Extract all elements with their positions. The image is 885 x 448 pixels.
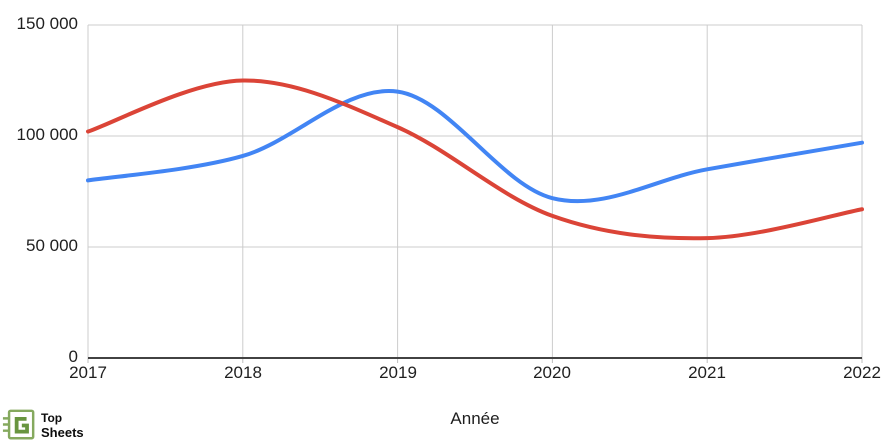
x-axis-tick-label: 2020 bbox=[533, 363, 571, 382]
brand-line-top: Top bbox=[41, 410, 63, 425]
series-blue-line bbox=[86, 89, 864, 204]
x-axis-tick-label: 2017 bbox=[69, 363, 107, 382]
brand-logo[interactable]: Top Sheets bbox=[2, 408, 84, 442]
y-axis-tick-label: 50 000 bbox=[26, 236, 78, 255]
series-red-line bbox=[86, 78, 864, 241]
x-axis-tick-label: 2019 bbox=[379, 363, 417, 382]
sheets-logo-icon bbox=[2, 409, 35, 440]
y-axis-tick-label: 0 bbox=[68, 347, 78, 366]
x-axis-tick-label: 2022 bbox=[843, 363, 881, 382]
x-axis-tick-label: 2018 bbox=[224, 363, 262, 382]
x-axis-title: Année bbox=[450, 409, 500, 428]
brand-text: Top Sheets bbox=[41, 411, 84, 440]
x-axis-tick-label: 2021 bbox=[688, 363, 726, 382]
y-axis-tick-label: 100 000 bbox=[16, 125, 78, 144]
y-axis-tick-label: 150 000 bbox=[16, 14, 78, 33]
brand-line-sheets: Sheets bbox=[41, 424, 84, 440]
